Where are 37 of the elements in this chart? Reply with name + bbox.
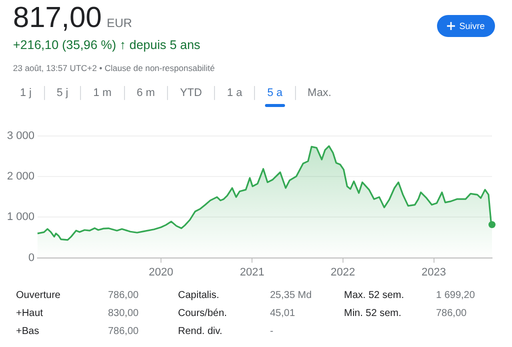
text: Rend. div.: [178, 326, 222, 337]
text: -: [270, 326, 274, 337]
chart-title: 817,00: [13, 2, 102, 35]
text: Cours/bén.: [178, 308, 227, 319]
y-tick-label: 0: [28, 252, 35, 264]
x-tick-label: 2023: [422, 266, 446, 278]
text: 45,01: [270, 308, 296, 319]
text: 1 m: [93, 87, 112, 99]
text: 5 a: [267, 87, 283, 99]
y-tick-label: 3 000: [6, 130, 35, 142]
text: Min. 52 sem.: [344, 308, 402, 319]
text: 1 699,20: [436, 290, 475, 301]
text: 786,00: [436, 308, 467, 319]
text: EUR: [106, 16, 132, 30]
x-tick-label: 2020: [148, 266, 174, 278]
text: 1 a: [226, 87, 242, 99]
y-tick-label: 1 000: [6, 211, 35, 224]
text: 830,00: [108, 308, 139, 319]
text: Capitalis.: [178, 290, 220, 301]
text: +Haut: [16, 308, 43, 319]
y-tick-label: 2 000: [6, 170, 35, 183]
text: 1 j: [20, 87, 32, 99]
text: Ouverture: [16, 290, 60, 301]
text: 23 août, 13:57 UTC+2 • Clause de non-responsabilité: [13, 63, 215, 73]
x-tick-label: 2021: [240, 266, 264, 278]
text: 786,00: [108, 290, 139, 301]
text: YTD: [180, 87, 202, 99]
text: Max. 52 sem.: [344, 290, 404, 301]
text: Max.: [308, 87, 332, 99]
x-tick-label: 2022: [330, 266, 356, 278]
text: 5 j: [56, 87, 68, 99]
text: 25,35 Md: [270, 290, 312, 301]
chart-subtitle: +216,10 (35,96 %) ↑ depuis 5 ans: [13, 38, 200, 52]
text: +Bas: [16, 326, 40, 337]
text: Suivre: [459, 21, 485, 31]
text: 6 m: [136, 87, 155, 99]
text: 786,00: [108, 326, 139, 337]
